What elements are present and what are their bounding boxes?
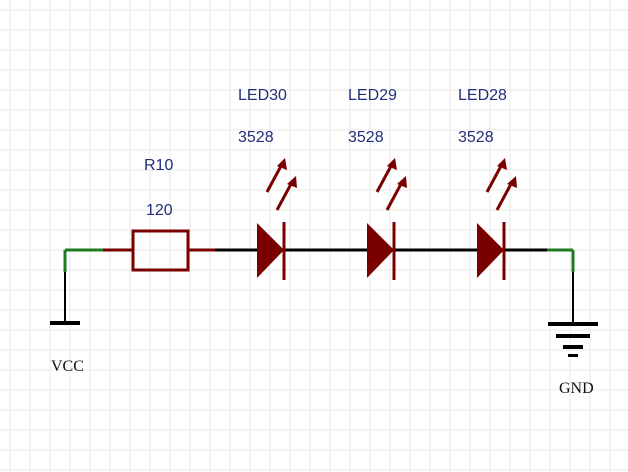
led-diode-icon	[477, 222, 506, 280]
resistor-designator: R10	[144, 157, 173, 174]
gnd-label: GND	[559, 380, 594, 397]
led30-designator: LED30	[238, 87, 287, 104]
led-led28	[477, 158, 517, 280]
resistor-r10	[103, 229, 215, 272]
vcc-wire	[63, 248, 103, 322]
vcc-icon	[50, 321, 80, 325]
led-led30	[257, 158, 297, 280]
led28-designator: LED28	[458, 87, 507, 104]
led30-value: 3528	[238, 129, 274, 146]
light-emission-arrows-icon	[485, 158, 517, 211]
gnd-wire	[547, 248, 575, 323]
vcc-label: VCC	[51, 358, 84, 375]
led-led29	[367, 158, 407, 280]
ground-icon	[548, 322, 598, 357]
resistor-value: 120	[146, 202, 173, 219]
led-diode-icon	[367, 222, 396, 280]
light-emission-arrows-icon	[375, 158, 407, 211]
led-diode-icon	[257, 222, 286, 280]
led29-value: 3528	[348, 129, 384, 146]
led29-designator: LED29	[348, 87, 397, 104]
led28-value: 3528	[458, 129, 494, 146]
light-emission-arrows-icon	[265, 158, 297, 211]
